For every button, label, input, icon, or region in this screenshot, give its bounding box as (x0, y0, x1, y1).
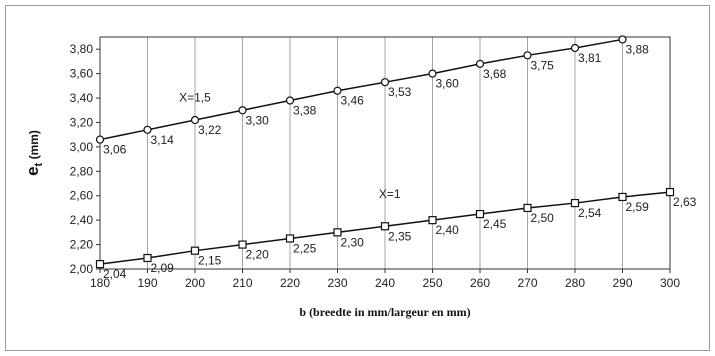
data-label-1-11: 2,59 (626, 200, 650, 214)
point-0-2 (190, 115, 200, 125)
data-label-0-0: 3,06 (103, 143, 127, 157)
point-0-3 (238, 106, 247, 115)
point-0-1 (143, 125, 152, 134)
y-tick-label-5: 3,00 (70, 140, 94, 154)
point-0-8 (475, 59, 485, 68)
x-tick-label-280: 280 (565, 276, 585, 290)
data-label-0-2: 3,22 (198, 123, 222, 137)
series-line-0 (99, 38, 623, 141)
x-tick-label-250: 250 (422, 276, 442, 290)
point-0-0 (95, 135, 105, 144)
series-group: 3,06 3,14 3,22 3,30 3,38 3,46 3,53 3,60 3,68 3,75… (95, 35, 697, 281)
data-label-0-6: 3,53 (388, 85, 412, 99)
data-label-1-3: 2,20 (246, 248, 270, 262)
point-1-0 (95, 260, 105, 269)
data-label-0-1: 3,14 (151, 133, 175, 147)
y-tick-label-9: 3,80 (70, 42, 94, 56)
data-label-1-4: 2,25 (293, 241, 317, 255)
x-tick-label-220: 220 (280, 276, 300, 290)
point-0-5 (333, 86, 342, 95)
y-axis-label-sub: t (33, 162, 45, 166)
data-label-1-7: 2,40 (436, 223, 460, 237)
point-1-2 (190, 246, 200, 255)
point-0-9 (523, 51, 532, 60)
y-tick-label-1: 2,20 (70, 238, 94, 252)
x-axis-ticks: 180 190 200 210 220 230 240 250 260 270 280 290 300 (90, 269, 680, 290)
data-label-1-9: 2,50 (531, 211, 555, 225)
point-1-10 (570, 198, 580, 208)
x-axis-label: b (breedte in mm/largeur en mm) (299, 305, 470, 319)
point-1-4 (285, 234, 295, 243)
point-0-6 (380, 78, 390, 87)
y-axis-label-main: e (23, 166, 42, 175)
point-1-7 (428, 216, 437, 225)
x-tick-label-240: 240 (375, 276, 395, 290)
data-label-1-12: 2,63 (673, 195, 697, 209)
data-label-0-9: 3,75 (531, 58, 555, 72)
data-label-1-5: 2,30 (341, 235, 365, 249)
x-tick-label-190: 190 (137, 276, 157, 290)
point-1-1 (143, 253, 152, 263)
data-label-0-5: 3,46 (341, 94, 365, 108)
series-annotation-1: X=1 (379, 187, 401, 201)
y-tick-label-7: 3,40 (70, 91, 94, 105)
data-label-0-4: 3,38 (293, 103, 317, 117)
data-label-1-2: 2,15 (198, 254, 222, 268)
point-1-3 (238, 240, 247, 249)
y-tick-label-8: 3,60 (70, 67, 94, 81)
x-tick-label-270: 270 (517, 276, 537, 290)
y-axis-label: et (mm) (23, 130, 45, 176)
data-label-0-10: 3,81 (578, 51, 602, 65)
x-tick-label-200: 200 (185, 276, 205, 290)
point-1-9 (523, 203, 532, 213)
data-label-0-3: 3,30 (246, 113, 270, 127)
data-label-0-7: 3,60 (436, 77, 460, 91)
x-tick-label-300: 300 (660, 276, 680, 290)
data-label-0-11: 3,88 (626, 42, 650, 56)
point-1-5 (333, 228, 342, 237)
y-axis-label-unit: (mm) (27, 130, 41, 163)
point-1-8 (475, 209, 485, 219)
y-tick-label-4: 2,80 (70, 164, 94, 178)
point-1-6 (380, 222, 390, 231)
point-1-12 (665, 187, 675, 197)
y-tick-label-6: 3,20 (70, 115, 94, 129)
point-1-11 (618, 192, 627, 202)
chart-frame (5, 5, 710, 351)
point-0-4 (285, 96, 295, 105)
data-label-1-8: 2,45 (483, 217, 507, 231)
y-axis-ticks: 2,00 2,20 2,40 2,60 2,80 3,00 3,20 3,40 3,60 3,80 (70, 42, 100, 276)
y-tick-label-3: 2,60 (70, 189, 94, 203)
x-tick-label-210: 210 (232, 276, 252, 290)
data-label-1-6: 2,35 (388, 229, 412, 243)
data-label-1-1: 2,09 (151, 261, 175, 275)
x-tick-label-180: 180 (90, 276, 110, 290)
y-tick-label-2: 2,40 (70, 213, 94, 227)
data-label-0-8: 3,68 (483, 67, 507, 81)
data-label-1-0: 2,04 (103, 267, 127, 281)
data-label-1-10: 2,54 (578, 206, 602, 220)
y-tick-label-0: 2,00 (70, 262, 94, 276)
x-tick-label-290: 290 (612, 276, 632, 290)
x-tick-label-260: 260 (470, 276, 490, 290)
point-0-10 (570, 43, 580, 53)
x-tick-label-230: 230 (327, 276, 347, 290)
series-annotation-0: X=1,5 (179, 91, 211, 105)
point-0-11 (618, 35, 627, 44)
point-0-7 (428, 69, 437, 78)
